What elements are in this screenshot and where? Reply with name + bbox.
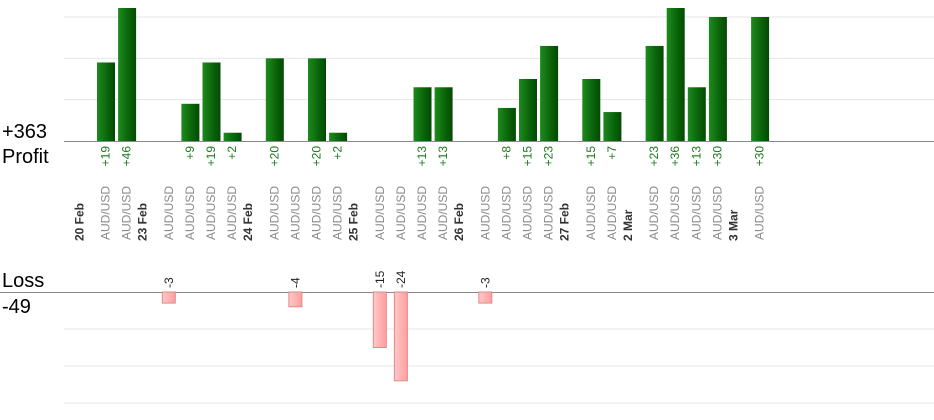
- symbol-label: AUD/USD: [288, 186, 302, 240]
- symbol-label: AUD/USD: [710, 186, 724, 240]
- profit-bar: [413, 87, 432, 141]
- profit-bar: [329, 132, 348, 141]
- grid-lines: [64, 16, 934, 404]
- profit-value-label: +20: [267, 146, 281, 167]
- symbol-label: AUD/USD: [162, 186, 176, 240]
- loss-bar: [393, 291, 408, 382]
- symbol-label: AUD/USD: [373, 186, 387, 240]
- profit-title: Profit: [2, 146, 49, 168]
- profit-bar: [603, 112, 622, 141]
- symbol-label: AUD/USD: [310, 186, 324, 240]
- bars: [97, 8, 770, 382]
- profit-value-label: +46: [120, 146, 134, 167]
- profit-bar: [223, 132, 242, 141]
- profit-bar: [181, 103, 200, 141]
- symbol-label: AUD/USD: [478, 186, 492, 240]
- symbol-label: AUD/USD: [521, 186, 535, 240]
- symbol-label: AUD/USD: [415, 186, 429, 240]
- profit-total: +363: [2, 121, 47, 143]
- profit-value-label: +19: [99, 146, 113, 167]
- profit-bar: [265, 58, 284, 142]
- symbol-label: AUD/USD: [668, 186, 682, 240]
- profit-value-label: +15: [584, 146, 598, 167]
- symbol-label: AUD/USD: [183, 186, 197, 240]
- profit-bar: [540, 45, 559, 141]
- profit-value-label: +36: [668, 146, 682, 167]
- symbol-label: AUD/USD: [605, 186, 619, 240]
- loss-value-label: -15: [373, 270, 387, 288]
- profit-value-label: +2: [331, 146, 345, 160]
- date-label: 2 Mar: [621, 209, 635, 241]
- profit-value-label: +23: [542, 146, 556, 167]
- profit-bar: [308, 58, 326, 142]
- loss-total: -49: [2, 296, 31, 318]
- profit-value-label: +9: [183, 146, 197, 160]
- profit-bar: [751, 17, 770, 141]
- symbol-label: AUD/USD: [204, 186, 218, 240]
- loss-title: Loss: [2, 270, 44, 292]
- loss-bar: [161, 291, 176, 304]
- loss-bar: [372, 291, 387, 348]
- profit-value-label: +30: [710, 146, 724, 167]
- profit-value-label: +23: [647, 146, 661, 167]
- symbol-label: AUD/USD: [267, 186, 281, 240]
- profit-bar: [118, 8, 137, 141]
- loss-value-label: -4: [288, 277, 302, 288]
- profit-bar: [582, 79, 601, 141]
- symbol-label: AUD/USD: [99, 186, 113, 240]
- date-label: 27 Feb: [558, 203, 572, 241]
- date-label: 23 Feb: [136, 203, 150, 241]
- profit-value-label: +30: [753, 146, 767, 167]
- profit-bar: [645, 45, 664, 141]
- profit-bar: [97, 62, 115, 141]
- baselines: [0, 141, 934, 293]
- profit-value-label: +20: [310, 146, 324, 167]
- date-label: 26 Feb: [452, 203, 466, 241]
- date-label: 24 Feb: [241, 203, 255, 241]
- bar-labels: +19 +46 -3 +9 +19 +2 +20 -4 +20 +2 -15 -24 +13 +13 -3 +…: [99, 146, 767, 288]
- symbol-label: AUD/USD: [542, 186, 556, 240]
- profit-value-label: +19: [204, 146, 218, 167]
- profit-bar: [708, 17, 727, 141]
- symbol-label: AUD/USD: [584, 186, 598, 240]
- profit-bar: [687, 87, 706, 141]
- profit-value-label: +13: [415, 146, 429, 167]
- x-axis-labels: 20 Feb AUD/USD AUD/USD 23 Feb AUD/USD AUD/USD…: [72, 186, 766, 241]
- profit-value-label: +7: [605, 146, 619, 160]
- symbol-label: AUD/USD: [647, 186, 661, 240]
- date-label: 20 Feb: [72, 203, 86, 241]
- symbol-label: AUD/USD: [499, 186, 513, 240]
- loss-value-label: -3: [478, 277, 492, 288]
- symbol-label: AUD/USD: [394, 186, 408, 240]
- symbol-label: AUD/USD: [436, 186, 450, 240]
- loss-bar: [288, 291, 303, 308]
- profit-bar: [434, 87, 453, 141]
- profit-value-label: +13: [436, 146, 450, 167]
- symbol-label: AUD/USD: [689, 186, 703, 240]
- profit-bar: [202, 62, 221, 141]
- profit-value-label: +8: [499, 146, 513, 160]
- profit-value-label: +2: [225, 146, 239, 160]
- profit-value-label: +15: [521, 146, 535, 167]
- date-label: 3 Mar: [727, 209, 741, 241]
- symbol-label: AUD/USD: [120, 186, 134, 240]
- symbol-label: AUD/USD: [331, 186, 345, 240]
- symbol-label: AUD/USD: [753, 186, 767, 240]
- symbol-label: AUD/USD: [225, 186, 239, 240]
- profit-bar: [497, 107, 516, 141]
- loss-value-label: -3: [162, 277, 176, 288]
- loss-value-label: -24: [394, 270, 408, 288]
- profit-bar: [519, 79, 537, 141]
- profit-bar: [666, 8, 685, 141]
- loss-bar: [478, 291, 493, 304]
- profit-value-label: +13: [689, 146, 703, 167]
- date-label: 25 Feb: [347, 203, 361, 241]
